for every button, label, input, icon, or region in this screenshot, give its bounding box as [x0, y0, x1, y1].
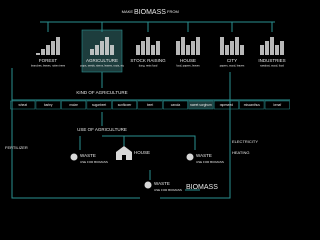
header-highlight: BIOMASS [134, 9, 166, 16]
source-label: FOREST [39, 58, 58, 63]
source-icon [56, 37, 60, 55]
crop-label: sweet sorghum [190, 103, 212, 107]
crop-box [213, 100, 239, 110]
crop-label: rapeseed [220, 103, 234, 107]
source-detail: crops, seeds, stems, leaves, roots, etc [80, 64, 125, 68]
crop-label: kenaf [273, 103, 281, 107]
house-door [122, 155, 126, 160]
source-icon [191, 41, 195, 55]
source-icon [51, 41, 55, 55]
node-detail: USE FOR BIOMASS [154, 188, 182, 192]
source-icon [136, 45, 140, 55]
house-icon [116, 146, 132, 160]
source-detail: dung, rests food [139, 64, 158, 68]
header-suffix: FROM [167, 9, 179, 14]
source-icon [235, 37, 239, 55]
source-icon [36, 53, 40, 55]
use-title: USE OF AGRICULTURE [77, 127, 127, 132]
crop-box [86, 100, 112, 110]
page: {"header": {"prefix": "MAKE", "highlight… [5, 8, 290, 199]
node-label: WASTE [154, 181, 170, 186]
crop-label: canola [171, 103, 181, 107]
crop-list: wheat barley maize sugarbeet sunflower beet ca… [10, 100, 290, 110]
source-label: AGRICULTURE [86, 58, 118, 63]
source-icon [220, 37, 224, 55]
source-icon [151, 45, 155, 55]
crop-box [162, 100, 188, 110]
crop-box [239, 100, 265, 110]
crop-label: maize [69, 103, 78, 107]
crop-label: wheat [18, 103, 27, 107]
source-icon [260, 45, 264, 55]
source-icon [41, 49, 45, 55]
source-label: CITY [227, 58, 237, 63]
source-icon [196, 37, 200, 55]
electricity-label: ELECTRICITY [232, 139, 258, 144]
crop-label: beet [147, 103, 153, 107]
source-icon [225, 45, 229, 55]
source-icon [46, 45, 50, 55]
source-label: INDUSTRIES [258, 58, 285, 63]
source-icon [90, 49, 94, 55]
source-icon [240, 45, 244, 55]
node-label: WASTE [80, 153, 96, 158]
source-detail: branches, leaves, rotten trees [31, 64, 66, 68]
source-detail: food, papers, leaves [176, 64, 200, 68]
waste-icon [144, 181, 152, 189]
source-icon [270, 37, 274, 55]
waste-icon [70, 153, 78, 161]
source-icon [275, 45, 279, 55]
source-icon [230, 41, 234, 55]
connectors [11, 21, 290, 199]
source-label: HOUSE [180, 58, 196, 63]
source-icon [280, 41, 284, 55]
nodes: WASTE USE FOR BIOMASS HOUSE WASTE USE FO… [70, 146, 224, 192]
source-icon [265, 41, 269, 55]
crop-label: sunflower [118, 103, 133, 107]
source-detail: papers, wood, leaves [220, 64, 245, 68]
agriculture-title: KIND OF AGRICULTURE [76, 90, 127, 95]
header-prefix: MAKE [122, 9, 134, 14]
source-icon [156, 41, 160, 55]
source-icon [95, 45, 99, 55]
crop-box [112, 100, 138, 110]
source-icon [105, 37, 109, 55]
crop-box [264, 100, 290, 110]
crop-box [188, 100, 214, 110]
crop-label: miscanthus [244, 103, 261, 107]
source-icon [141, 41, 145, 55]
fertilizer-label: FERTILIZER [5, 145, 28, 150]
heating-label: HEATING [232, 150, 249, 155]
crop-label: sugarbeet [92, 103, 106, 107]
source-icon [100, 41, 104, 55]
waste-icon [186, 153, 194, 161]
biomass-label: BIOMASS [186, 184, 218, 191]
crop-box [137, 100, 163, 110]
source-detail: sawdust, wood, food [260, 64, 284, 68]
source-icon [110, 45, 114, 55]
source-icon [186, 45, 190, 55]
node-label: HOUSE [134, 150, 150, 155]
crop-box [61, 100, 87, 110]
node-detail: USE FOR BIOMASS [196, 160, 224, 164]
node-label: WASTE [196, 153, 212, 158]
source-icon [181, 37, 185, 55]
source-icon [146, 37, 150, 55]
crop-box [10, 100, 36, 110]
node-detail: USE FOR BIOMASS [80, 160, 108, 164]
crop-label: barley [44, 103, 53, 107]
crop-box [35, 100, 61, 110]
source-icon [176, 41, 180, 55]
source-label: STOCK RAISING [130, 58, 166, 63]
